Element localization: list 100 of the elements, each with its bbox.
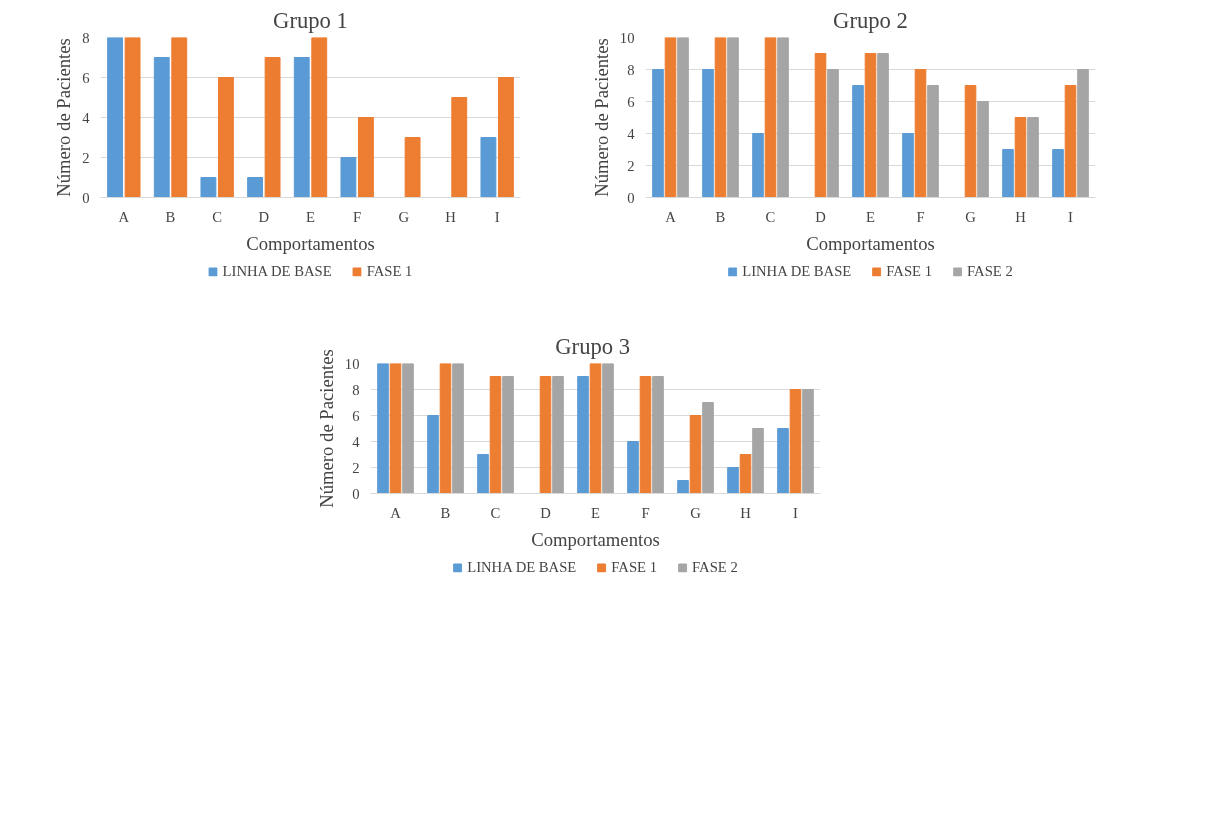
bar: [340, 157, 357, 198]
bar: [480, 137, 497, 198]
y-axis-title: Número de Pacientes: [590, 38, 612, 197]
bar: [752, 133, 764, 198]
bar: [927, 85, 939, 198]
bar: [439, 363, 452, 494]
y-tick-label: 10: [619, 29, 635, 46]
y-tick-label: 6: [352, 407, 360, 424]
x-tick-label: D: [815, 208, 826, 225]
bar: [311, 37, 328, 198]
bar: [1064, 85, 1077, 198]
x-tick-label: A: [665, 208, 677, 225]
bar: [577, 376, 589, 494]
bar: [789, 389, 802, 494]
bar: [502, 376, 514, 494]
x-tick-label: E: [866, 208, 876, 225]
x-tick-label: H: [1015, 208, 1027, 225]
legend-label: LINHA DE BASE: [222, 262, 332, 280]
bar: [652, 69, 664, 198]
bar: [777, 37, 789, 198]
bar: [171, 37, 188, 198]
y-axis-title: Número de Pacientes: [315, 349, 337, 508]
bar: [477, 454, 489, 494]
x-tick-label: I: [494, 208, 500, 225]
bar: [702, 69, 714, 198]
x-axis-title: Comportamentos: [531, 528, 660, 550]
chart-title: Grupo 3: [555, 333, 631, 359]
y-tick-label: 8: [352, 381, 360, 398]
x-tick-label: C: [765, 208, 776, 225]
bar: [264, 57, 281, 198]
bar: [964, 85, 977, 198]
bar: [739, 454, 752, 494]
legend-label: FASE 1: [611, 558, 658, 576]
y-tick-label: 2: [627, 157, 635, 174]
bar: [539, 376, 552, 494]
y-tick-label: 8: [627, 61, 635, 78]
x-tick-label: A: [118, 208, 130, 225]
y-tick-label: 8: [82, 29, 90, 46]
y-axis-title: Número de Pacientes: [53, 38, 75, 197]
bar: [827, 69, 839, 198]
legend-label: FASE 2: [692, 558, 738, 576]
y-tick-label: 6: [627, 93, 635, 110]
y-tick-label: 0: [352, 485, 360, 502]
x-tick-label: B: [165, 208, 176, 225]
bar: [124, 37, 141, 198]
x-tick-label: B: [440, 504, 451, 521]
bar: [639, 376, 652, 494]
bar: [107, 37, 124, 198]
x-axis-title: Comportamentos: [806, 232, 935, 254]
bar: [852, 85, 864, 198]
bar: [727, 467, 739, 494]
bar: [589, 363, 602, 494]
bar: [689, 415, 702, 494]
legend-label: FASE 1: [886, 262, 933, 280]
bar: [217, 77, 234, 198]
bar: [1014, 117, 1027, 198]
x-tick-label: H: [445, 208, 457, 225]
bar: [552, 376, 564, 494]
y-tick-label: 0: [82, 189, 90, 206]
legend-label: FASE 1: [366, 262, 413, 280]
bar: [402, 363, 414, 494]
bar: [1052, 149, 1064, 198]
legend-label: LINHA DE BASE: [742, 262, 852, 280]
x-tick-label: F: [641, 504, 650, 521]
bar: [602, 363, 614, 494]
x-tick-label: A: [390, 504, 402, 521]
bar: [1077, 69, 1089, 198]
bar: [777, 428, 789, 494]
bar: [877, 53, 889, 198]
bar: [489, 376, 502, 494]
bar: [727, 37, 739, 198]
y-tick-label: 4: [352, 433, 361, 450]
bar: [293, 57, 310, 198]
bar: [977, 101, 989, 198]
x-tick-label: I: [793, 504, 799, 521]
bar: [714, 37, 727, 198]
bar: [1027, 117, 1039, 198]
x-tick-label: G: [690, 504, 702, 521]
y-tick-label: 2: [352, 459, 360, 476]
bar: [452, 363, 464, 494]
bar: [652, 376, 664, 494]
x-tick-label: G: [398, 208, 410, 225]
y-tick-label: 4: [82, 109, 91, 126]
y-tick-label: 2: [82, 149, 90, 166]
bar: [664, 37, 677, 198]
bar: [377, 363, 389, 494]
x-tick-label: F: [916, 208, 925, 225]
x-tick-label: E: [591, 504, 601, 521]
x-tick-label: G: [965, 208, 977, 225]
bar: [1002, 149, 1014, 198]
bar: [247, 177, 264, 198]
bar: [677, 480, 689, 494]
bar: [802, 389, 814, 494]
chart-title: Grupo 2: [833, 7, 908, 33]
bar: [427, 415, 439, 494]
x-tick-label: F: [353, 208, 362, 225]
bar: [389, 363, 402, 494]
x-tick-label: I: [1068, 208, 1074, 225]
bar: [200, 177, 217, 198]
bar: [764, 37, 777, 198]
